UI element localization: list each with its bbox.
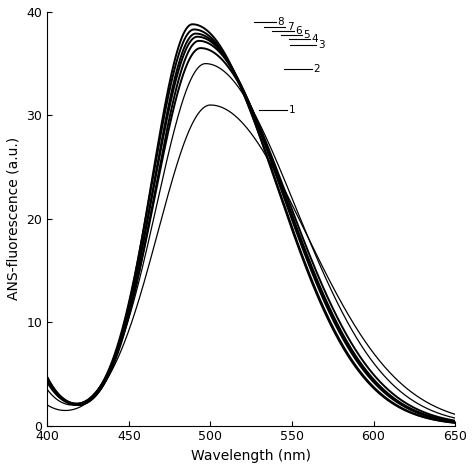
- Text: 1: 1: [289, 105, 295, 115]
- Y-axis label: ANS-fluorescence (a.u.): ANS-fluorescence (a.u.): [7, 137, 21, 300]
- Text: 8: 8: [277, 17, 284, 27]
- X-axis label: Wavelength (nm): Wavelength (nm): [191, 449, 311, 463]
- Text: 2: 2: [313, 64, 320, 74]
- Text: 4: 4: [311, 34, 318, 44]
- Text: 5: 5: [303, 30, 310, 39]
- Text: 7: 7: [287, 23, 294, 32]
- Text: 3: 3: [318, 40, 325, 50]
- Text: 6: 6: [295, 25, 302, 36]
